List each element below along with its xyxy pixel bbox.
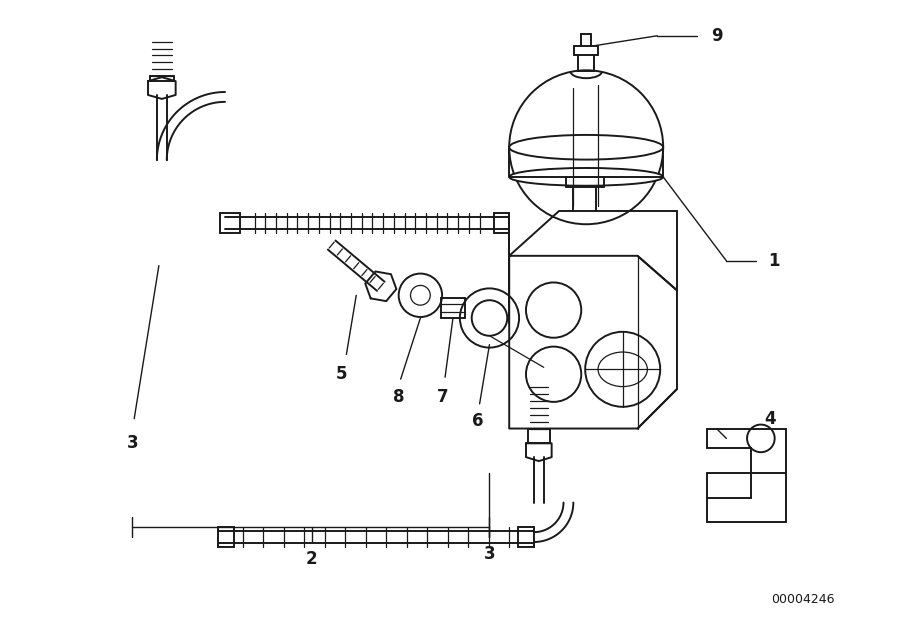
Text: 1: 1 bbox=[768, 251, 779, 270]
Text: 3: 3 bbox=[126, 434, 138, 452]
Text: 4: 4 bbox=[764, 410, 776, 427]
Circle shape bbox=[585, 332, 661, 407]
Ellipse shape bbox=[598, 352, 647, 387]
Text: 7: 7 bbox=[437, 388, 449, 406]
Text: 00004246: 00004246 bbox=[771, 593, 835, 606]
Text: 5: 5 bbox=[336, 365, 347, 384]
Circle shape bbox=[526, 283, 581, 338]
Circle shape bbox=[526, 347, 581, 402]
Ellipse shape bbox=[509, 135, 663, 159]
Circle shape bbox=[747, 425, 775, 452]
Circle shape bbox=[472, 300, 508, 336]
Circle shape bbox=[460, 288, 519, 347]
Text: 2: 2 bbox=[306, 550, 318, 568]
Ellipse shape bbox=[509, 168, 663, 186]
Text: 3: 3 bbox=[483, 545, 495, 563]
Text: 6: 6 bbox=[472, 411, 483, 430]
Text: 8: 8 bbox=[393, 388, 404, 406]
Circle shape bbox=[399, 274, 442, 317]
Text: 9: 9 bbox=[712, 27, 723, 44]
Circle shape bbox=[410, 285, 430, 305]
Circle shape bbox=[509, 70, 663, 224]
